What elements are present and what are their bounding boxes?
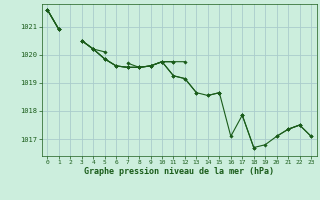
X-axis label: Graphe pression niveau de la mer (hPa): Graphe pression niveau de la mer (hPa) [84,167,274,176]
